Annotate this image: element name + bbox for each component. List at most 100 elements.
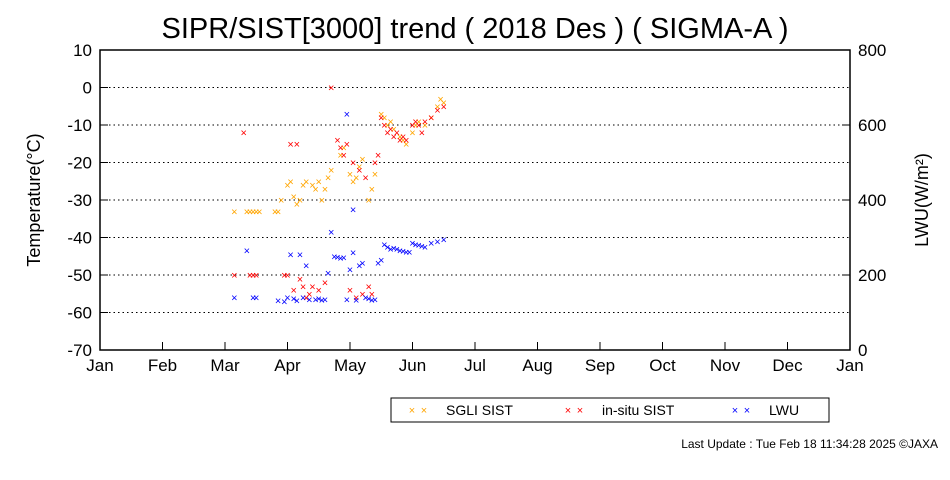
data-point: ×: [281, 296, 287, 308]
data-point: ×: [403, 135, 409, 147]
data-point: ×: [341, 150, 347, 162]
data-point: ×: [409, 128, 415, 140]
data-point: ×: [394, 128, 400, 140]
x-tick-label: Jun: [399, 356, 426, 375]
data-point: ×: [287, 249, 293, 261]
x-tick-label: Jan: [836, 356, 863, 375]
data-point: ×: [387, 116, 393, 128]
data-point: ×: [331, 251, 337, 263]
data-point: ×: [253, 293, 259, 305]
y2-axis-label: LWU(W/m²): [912, 153, 932, 247]
data-point: ×: [231, 270, 237, 282]
x-tick-label: Jul: [464, 356, 486, 375]
data-point: ×: [397, 246, 403, 258]
data-point: ×: [350, 204, 356, 216]
data-point: ×: [378, 109, 384, 121]
x-tick-label: Oct: [649, 356, 676, 375]
data-point: ×: [312, 184, 318, 196]
data-point: ×: [316, 285, 322, 297]
data-point: ×: [384, 128, 390, 140]
x-tick-label: Apr: [274, 356, 301, 375]
data-point: ×: [378, 113, 384, 125]
data-point: ×: [350, 248, 356, 260]
data-point: ×: [397, 131, 403, 143]
data-point: ×: [400, 135, 406, 147]
x-tick-label: Feb: [148, 356, 177, 375]
x-tick-label: Nov: [710, 356, 741, 375]
data-point: ×: [437, 94, 443, 106]
data-point: ×: [369, 289, 375, 301]
data-point: ×: [231, 206, 237, 218]
legend-marker: ×: [565, 405, 571, 417]
legend-marker: ×: [744, 405, 750, 417]
data-point: ×: [322, 294, 328, 306]
y-axis-ticks: 10 0 -10 -20 -30 -40 -50 -60 -70: [67, 41, 108, 360]
y-tick-label: 10: [73, 41, 92, 60]
data-point: ×: [428, 113, 434, 125]
y2-tick-label: 0: [858, 341, 867, 360]
data-point: ×: [300, 293, 306, 305]
data-point: ×: [441, 98, 447, 110]
data-point: ×: [406, 247, 412, 259]
data-point: ×: [416, 120, 422, 132]
data-point: ×: [350, 158, 356, 170]
data-point: ×: [325, 173, 331, 185]
y-tick-label: -60: [67, 304, 92, 323]
data-point: ×: [347, 264, 353, 276]
data-point: ×: [297, 195, 303, 207]
data-point: ×: [387, 124, 393, 136]
data-point: ×: [328, 165, 334, 177]
data-point: ×: [359, 289, 365, 301]
data-point: ×: [247, 270, 253, 282]
data-point: ×: [412, 120, 418, 132]
data-point: ×: [409, 238, 415, 250]
data-point: ×: [306, 294, 312, 306]
data-point: ×: [281, 270, 287, 282]
data-point: ×: [294, 139, 300, 151]
data-point: ×: [356, 165, 362, 177]
data-point: ×: [416, 116, 422, 128]
data-point: ×: [384, 242, 390, 254]
data-point: ×: [284, 180, 290, 192]
data-point: ×: [422, 116, 428, 128]
data-point: ×: [272, 206, 278, 218]
x-tick-label: Dec: [772, 356, 803, 375]
data-point: ×: [231, 293, 237, 305]
data-points: × ××××× ×××××××××× ××××××××××××××××××××××××…: [231, 83, 447, 309]
data-point: ×: [244, 206, 250, 218]
data-point: ×: [409, 120, 415, 132]
data-point: ×: [334, 252, 340, 264]
data-point: ×: [353, 173, 359, 185]
data-point: ×: [337, 143, 343, 155]
legend: × × SGLI SIST × × in-situ SIST × × LWU: [390, 397, 830, 423]
legend-label: LWU: [769, 402, 799, 418]
data-point: ×: [369, 295, 375, 307]
data-point: ×: [412, 239, 418, 251]
chart-title: SIPR/SIST[3000] trend ( 2018 Des ) ( SIG…: [162, 13, 789, 45]
y-tick-label: -10: [67, 116, 92, 135]
data-point: ×: [256, 206, 262, 218]
legend-marker: ×: [732, 405, 738, 417]
x-axis-ticks: Jan Feb Mar Apr May Jun Jul Aug Sep Oct Nov Dec Jan: [86, 342, 864, 375]
last-update-footer: Last Update : Tue Feb 18 11:34:28 2025 ©…: [681, 437, 938, 451]
legend-label: in-situ SIST: [602, 402, 675, 418]
y-tick-label: 0: [83, 79, 92, 98]
data-point: ×: [297, 249, 303, 261]
data-point: ×: [294, 296, 300, 308]
data-point: ×: [341, 143, 347, 155]
data-point: ×: [353, 295, 359, 307]
data-point: ×: [325, 268, 331, 280]
data-point: ×: [278, 195, 284, 207]
data-point: ×: [403, 139, 409, 151]
data-point: ×: [328, 227, 334, 239]
data-point: ×: [381, 239, 387, 251]
data-point: ×: [312, 294, 318, 306]
data-point: ×: [428, 238, 434, 250]
x-tick-label: Mar: [210, 356, 240, 375]
data-point: ×: [366, 281, 372, 293]
data-point: ×: [419, 241, 425, 253]
data-point: ×: [422, 242, 428, 254]
data-point: ×: [394, 244, 400, 256]
data-point: ×: [366, 195, 372, 207]
